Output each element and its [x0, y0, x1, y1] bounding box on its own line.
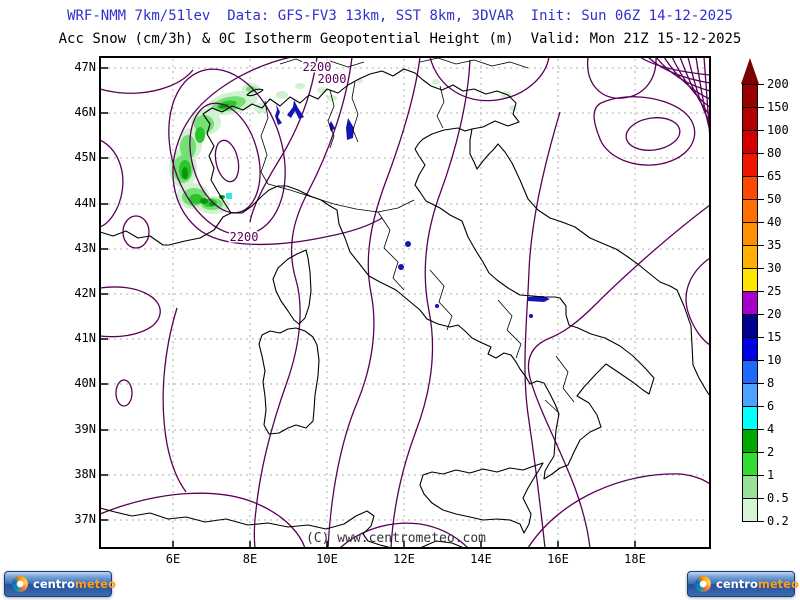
colorbar-label: 40: [767, 215, 782, 229]
geopotential-contours: [99, 56, 711, 549]
colorbar-segment: [742, 383, 758, 407]
lat-label: 44N: [74, 196, 96, 210]
colorbar-tick: [758, 245, 764, 246]
colorbar-segment: [742, 176, 758, 200]
lon-label: 10E: [316, 552, 338, 566]
colorbar-label: 65: [767, 169, 782, 183]
colorbar-segment: [742, 452, 758, 476]
colorbar-label: 6: [767, 399, 775, 413]
colorbar-label: 35: [767, 238, 782, 252]
region-borders: [260, 81, 575, 413]
colorbar-segment: [742, 314, 758, 338]
lat-label: 39N: [74, 422, 96, 436]
colorbar-label: 0.5: [767, 491, 789, 505]
centrometeo-logo-left[interactable]: centrometeo: [4, 571, 116, 597]
colorbar-tick: [758, 406, 764, 407]
centrometeo-logo-text: centrometeo: [33, 577, 116, 591]
centrometeo-swirl-icon: [695, 576, 711, 592]
colorbar-segment: [742, 153, 758, 177]
lat-label: 47N: [74, 60, 96, 74]
colorbar-segment: [742, 268, 758, 292]
colorbar-segment: [742, 406, 758, 430]
colorbar-tick: [758, 222, 764, 223]
colorbar-tick: [758, 475, 764, 476]
copyright-text: (C) www.centrometeo.com: [306, 531, 486, 546]
lat-label: 45N: [74, 150, 96, 164]
colorbar-overflow-arrow: [741, 58, 759, 84]
colorbar-label: 1: [767, 468, 775, 482]
colorbar-segment: [742, 498, 758, 522]
model-init-title: WRF-NMM 7km/51lev Data: GFS-FV3 13km, SS…: [67, 8, 733, 24]
colorbar-segment: [742, 84, 758, 108]
colorbar-tick: [758, 429, 764, 430]
map-frame: [99, 56, 711, 549]
colorbar-segment: [742, 245, 758, 269]
colorbar-label: 80: [767, 146, 782, 160]
colorbar-segment: [742, 291, 758, 315]
colorbar-label: 20: [767, 307, 782, 321]
colorbar-label: 200: [767, 77, 789, 91]
colorbar-tick: [758, 452, 764, 453]
colorbar-segment: [742, 130, 758, 154]
lon-label: 12E: [393, 552, 415, 566]
centrometeo-swirl-icon: [12, 576, 28, 592]
colorbar-tick: [758, 383, 764, 384]
colorbar-tick: [758, 176, 764, 177]
colorbar-segment: [742, 222, 758, 246]
colorbar-segment: [742, 199, 758, 223]
colorbar-label: 8: [767, 376, 775, 390]
axis-ticks: [100, 67, 636, 548]
lon-label: 8E: [242, 552, 258, 566]
lon-label: 18E: [624, 552, 646, 566]
colorbar-tick: [758, 360, 764, 361]
colorbar-label: 150: [767, 100, 789, 114]
colorbar-label: 10: [767, 353, 782, 367]
lat-label: 42N: [74, 286, 96, 300]
colorbar-label: 0.2: [767, 514, 789, 528]
colorbar-tick: [758, 314, 764, 315]
centrometeo-logo-right[interactable]: centrometeo: [687, 571, 799, 597]
contour-label: 2200: [303, 60, 332, 74]
lakes: [275, 100, 550, 318]
colorbar-segment: [742, 337, 758, 361]
lat-label: 41N: [74, 331, 96, 345]
colorbar-segment: [742, 429, 758, 453]
colorbar-segment: [742, 107, 758, 131]
field-valid-title: Acc Snow (cm/3h) & 0C Isotherm Geopotent…: [58, 31, 742, 47]
lat-label: 38N: [74, 467, 96, 481]
colorbar-segment: [742, 360, 758, 384]
contour-label: 2000: [318, 72, 347, 86]
colorbar-tick: [758, 268, 764, 269]
colorbar-label: 15: [767, 330, 782, 344]
snow-shading: [169, 79, 517, 214]
lat-label: 43N: [74, 241, 96, 255]
lat-label: 37N: [74, 512, 96, 526]
lat-label: 40N: [74, 376, 96, 390]
colorbar-tick: [758, 84, 764, 85]
colorbar-tick: [758, 199, 764, 200]
colorbar-segment: [742, 475, 758, 499]
lon-label: 16E: [547, 552, 569, 566]
colorbar-tick: [758, 337, 764, 338]
colorbar-tick: [758, 153, 764, 154]
colorbar-tick: [758, 521, 764, 522]
colorbar-label: 25: [767, 284, 782, 298]
centrometeo-logo-text: centrometeo: [716, 577, 799, 591]
colorbar-label: 100: [767, 123, 789, 137]
colorbar-label: 50: [767, 192, 782, 206]
colorbar-tick: [758, 107, 764, 108]
colorbar-tick: [758, 498, 764, 499]
lon-label: 14E: [470, 552, 492, 566]
lon-label: 6E: [165, 552, 181, 566]
colorbar-tick: [758, 291, 764, 292]
colorbar-label: 2: [767, 445, 775, 459]
lat-label: 46N: [74, 105, 96, 119]
contour-label: 2200: [230, 230, 259, 244]
colorbar-label: 4: [767, 422, 775, 436]
colorbar-label: 30: [767, 261, 782, 275]
colorbar-tick: [758, 130, 764, 131]
